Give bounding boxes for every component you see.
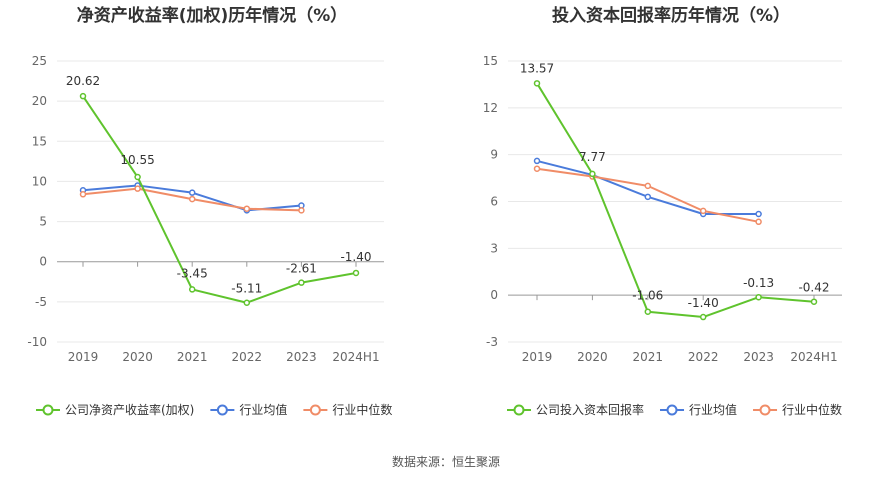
chart1-y-tick: -10: [27, 335, 47, 349]
chart1-legend-marker-company: [42, 404, 54, 416]
chart1-point-company: [352, 269, 360, 277]
chart2-x-tick: 2024H1: [790, 350, 837, 364]
source-text: 数据来源：恒生聚源: [392, 454, 500, 469]
chart1-legend-marker-median: [309, 404, 321, 416]
chart1-x-tick: 2019: [68, 350, 99, 364]
chart2-x-tick: 2020: [577, 350, 608, 364]
chart2-data-label: -1.06: [632, 289, 663, 303]
chart2-legend-marker-company: [513, 404, 525, 416]
chart2-point-avg: [644, 193, 652, 201]
chart1-y-tick: 20: [32, 94, 47, 108]
chart1-y-tick: 0: [39, 255, 47, 269]
chart1-legend-company: 公司净资产收益率(加权): [65, 402, 194, 417]
chart2-y-tick: 9: [490, 148, 498, 162]
chart1-data-label: 10.55: [120, 153, 154, 167]
chart1-data-label: -2.61: [286, 262, 317, 276]
chart2-y-tick: 15: [483, 54, 498, 68]
chart1-x-tick: 2021: [177, 350, 208, 364]
chart1-y-tick: 25: [32, 54, 47, 68]
chart1-point-median: [243, 205, 251, 212]
chart1-point-company: [134, 173, 141, 181]
chart1-x-tick: 2024H1: [332, 350, 379, 364]
chart2-data-label: -0.42: [798, 281, 829, 295]
chart1-point-avg: [188, 189, 196, 196]
chart2-point-company: [644, 308, 652, 315]
chart2-legend-company: 公司投入资本回报率: [536, 402, 644, 417]
chart1-x-tick: 2020: [122, 350, 153, 364]
chart1-x-tick: 2023: [286, 350, 317, 364]
chart2-line-company: [536, 82, 815, 319]
chart1-line-company: [82, 95, 357, 304]
chart2-data-label: 13.57: [520, 61, 554, 75]
chart1-point-median: [298, 207, 305, 214]
chart1-point-company: [298, 279, 305, 286]
chart1-legend-marker-avg: [216, 404, 228, 416]
chart2-x-tick: 2019: [522, 350, 553, 364]
chart1-point-company: [79, 92, 87, 100]
chart2-title: 投入资本回报率历年情况（%）: [552, 5, 790, 26]
chart1-legend-median: 行业中位数: [332, 402, 392, 417]
chart2-point-median: [699, 207, 707, 215]
chart2-x-tick: 2023: [743, 350, 774, 364]
chart2-y-tick: 6: [490, 195, 498, 209]
chart2-x-tick: 2021: [633, 350, 664, 364]
chart1-title: 净资产收益率(加权)历年情况（%）: [77, 5, 348, 26]
chart1-y-tick: -5: [35, 295, 47, 309]
chart1-point-company: [188, 286, 196, 293]
chart2-point-avg: [755, 210, 762, 218]
chart2-y-tick: 12: [483, 101, 498, 115]
chart2-point-median: [533, 165, 541, 172]
chart2-legend-avg: 行业均值: [689, 402, 737, 417]
chart2-legend-marker-median: [759, 404, 771, 416]
chart1-point-median: [188, 195, 196, 203]
chart1-y-tick: 10: [32, 174, 47, 188]
chart2-point-company: [755, 293, 762, 301]
chart2-data-label: 7.77: [579, 150, 606, 164]
chart2-point-avg: [533, 157, 541, 165]
chart2-point-median: [755, 218, 762, 226]
chart1-data-label: 20.62: [66, 74, 100, 88]
chart2-data-label: -0.13: [743, 276, 774, 290]
chart1-legend-avg: 行业均值: [239, 402, 287, 417]
chart2-y-tick: 0: [490, 288, 498, 302]
chart1-x-tick: 2022: [232, 350, 263, 364]
chart1-data-label: -3.45: [177, 266, 208, 280]
chart2-y-tick: 3: [490, 241, 498, 255]
chart1-y-tick: 5: [39, 215, 47, 229]
chart1-point-company: [243, 299, 251, 306]
chart2-point-median: [644, 182, 652, 190]
chart1-y-tick: 15: [32, 134, 47, 148]
chart2-x-tick: 2022: [688, 350, 719, 364]
chart2-legend-median: 行业中位数: [782, 402, 842, 417]
chart1-point-median: [134, 185, 141, 192]
chart2-point-company: [589, 170, 596, 178]
chart2-data-label: -1.40: [688, 296, 719, 310]
chart2-y-tick: -3: [486, 335, 498, 349]
chart2-point-company: [810, 298, 818, 305]
chart2-legend-marker-avg: [666, 404, 678, 416]
chart2-point-company: [699, 313, 707, 321]
chart1-point-median: [79, 191, 87, 198]
chart1-data-label: -5.11: [231, 282, 262, 296]
chart2-point-company: [533, 80, 541, 87]
chart1-data-label: -1.40: [340, 250, 371, 264]
